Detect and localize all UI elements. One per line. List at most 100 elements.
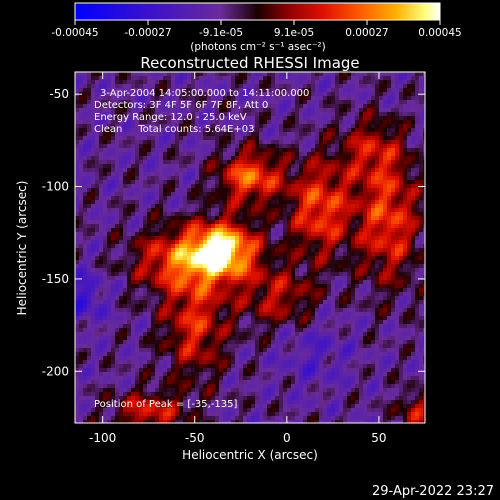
heatmap-cell: [331, 256, 336, 261]
heatmap-cell: [219, 156, 224, 161]
heatmap-cell: [363, 244, 368, 249]
heatmap-cell: [315, 88, 320, 93]
heatmap-cell: [415, 108, 420, 113]
heatmap-cell: [95, 236, 100, 241]
heatmap-cell: [319, 168, 324, 173]
heatmap-cell: [167, 152, 172, 157]
heatmap-cell: [271, 148, 276, 153]
heatmap-cell: [283, 208, 288, 213]
heatmap-cell: [167, 140, 172, 145]
heatmap-cell: [335, 240, 340, 245]
heatmap-cell: [83, 296, 88, 301]
heatmap-cell: [123, 148, 128, 153]
heatmap-cell: [83, 72, 88, 77]
heatmap-cell: [283, 152, 288, 157]
heatmap-cell: [115, 156, 120, 161]
heatmap-cell: [291, 168, 296, 173]
heatmap-cell: [267, 168, 272, 173]
heatmap-cell: [275, 256, 280, 261]
heatmap-cell: [115, 96, 120, 101]
heatmap-cell: [239, 148, 244, 153]
heatmap-cell: [223, 116, 228, 121]
heatmap-cell: [327, 124, 332, 129]
heatmap-cell: [323, 220, 328, 225]
heatmap-cell: [267, 80, 272, 85]
heatmap-cell: [247, 136, 252, 141]
heatmap-cell: [123, 136, 128, 141]
heatmap-cell: [239, 248, 244, 253]
heatmap-cell: [339, 76, 344, 81]
heatmap-cell: [387, 128, 392, 133]
heatmap-cell: [75, 268, 80, 273]
heatmap-cell: [111, 220, 116, 225]
heatmap-cell: [195, 268, 200, 273]
heatmap-cell: [395, 236, 400, 241]
heatmap-cell: [203, 148, 208, 153]
heatmap-cell: [91, 128, 96, 133]
heatmap-cell: [87, 296, 92, 301]
heatmap-cell: [155, 124, 160, 129]
heatmap-cell: [299, 292, 304, 297]
heatmap-cell: [275, 132, 280, 137]
heatmap-cell: [307, 104, 312, 109]
heatmap-cell: [259, 232, 264, 237]
heatmap-cell: [339, 184, 344, 189]
heatmap-cell: [363, 196, 368, 201]
heatmap-cell: [331, 96, 336, 101]
heatmap-cell: [195, 196, 200, 201]
heatmap-cell: [327, 76, 332, 81]
heatmap-cell: [119, 188, 124, 193]
heatmap-cell: [323, 280, 328, 285]
heatmap-cell: [163, 144, 168, 149]
heatmap-cell: [247, 104, 252, 109]
heatmap-cell: [219, 160, 224, 165]
heatmap-cell: [103, 84, 108, 89]
heatmap-cell: [359, 252, 364, 257]
heatmap-cell: [395, 128, 400, 133]
heatmap-cell: [367, 120, 372, 125]
heatmap-cell: [395, 220, 400, 225]
heatmap-cell: [231, 148, 236, 153]
heatmap-cell: [135, 196, 140, 201]
heatmap-cell: [199, 268, 204, 273]
heatmap-cell: [135, 88, 140, 93]
heatmap-cell: [111, 124, 116, 129]
heatmap-cell: [283, 244, 288, 249]
heatmap-cell: [143, 84, 148, 89]
heatmap-cell: [187, 228, 192, 233]
heatmap-cell: [247, 268, 252, 273]
heatmap-cell: [187, 268, 192, 273]
heatmap-cell: [123, 192, 128, 197]
heatmap-cell: [227, 264, 232, 269]
heatmap-cell: [255, 236, 260, 241]
heatmap-cell: [299, 108, 304, 113]
heatmap-cell: [247, 72, 252, 77]
heatmap-cell: [331, 192, 336, 197]
heatmap-cell: [251, 80, 256, 85]
heatmap-cell: [363, 292, 368, 297]
heatmap-cell: [199, 260, 204, 265]
heatmap-cell: [411, 128, 416, 133]
heatmap-cell: [155, 256, 160, 261]
heatmap-cell: [335, 80, 340, 85]
heatmap-cell: [243, 220, 248, 225]
heatmap-cell: [267, 232, 272, 237]
heatmap-cell: [175, 224, 180, 229]
heatmap-cell: [199, 236, 204, 241]
heatmap-cell: [139, 204, 144, 209]
heatmap-cell: [99, 236, 104, 241]
heatmap-cell: [263, 272, 268, 277]
heatmap-cell: [115, 100, 120, 105]
heatmap-cell: [187, 164, 192, 169]
heatmap-cell: [251, 284, 256, 289]
heatmap-cell: [159, 288, 164, 293]
heatmap-cell: [79, 132, 84, 137]
heatmap-cell: [335, 224, 340, 229]
heatmap-cell: [415, 192, 420, 197]
heatmap-cell: [307, 124, 312, 129]
heatmap-cell: [323, 232, 328, 237]
heatmap-cell: [143, 152, 148, 157]
heatmap-cell: [415, 136, 420, 141]
heatmap-cell: [83, 104, 88, 109]
heatmap-cell: [151, 220, 156, 225]
